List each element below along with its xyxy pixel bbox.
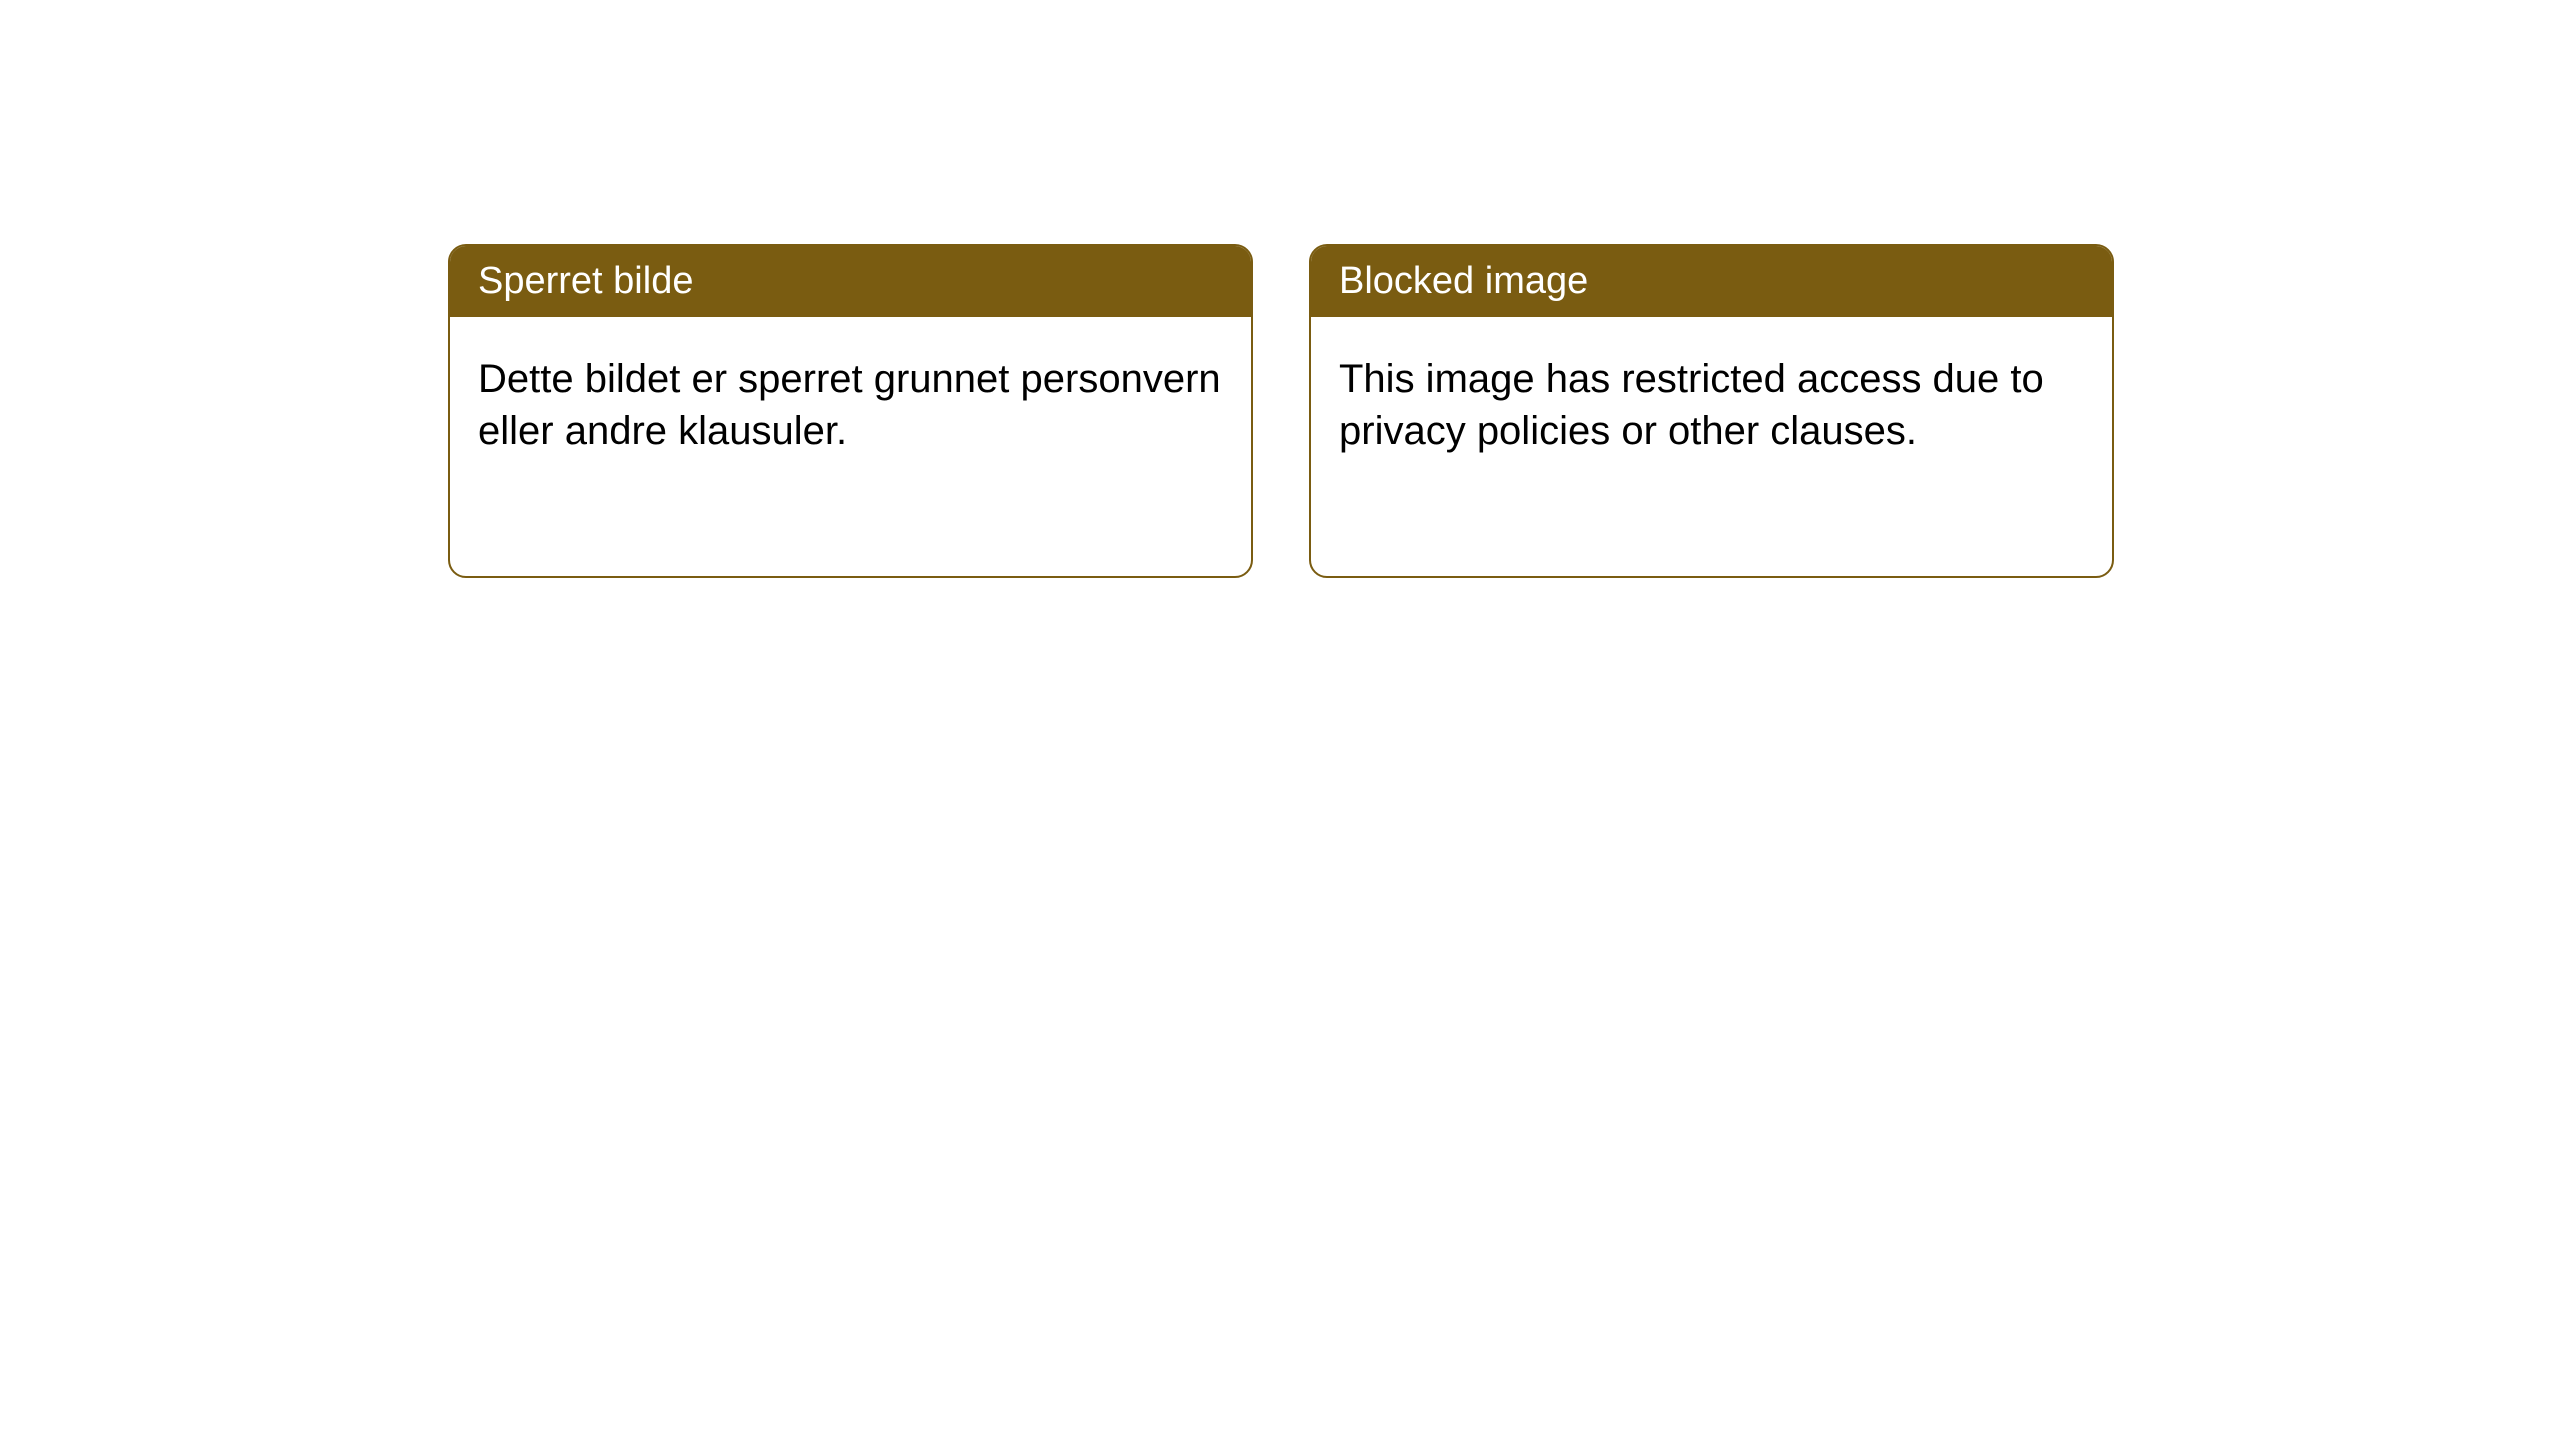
notice-card-norwegian: Sperret bilde Dette bildet er sperret gr… xyxy=(448,244,1253,578)
notice-card-english: Blocked image This image has restricted … xyxy=(1309,244,2114,578)
card-body: Dette bildet er sperret grunnet personve… xyxy=(450,317,1251,493)
card-body: This image has restricted access due to … xyxy=(1311,317,2112,493)
card-header: Sperret bilde xyxy=(450,246,1251,317)
card-header: Blocked image xyxy=(1311,246,2112,317)
notice-container: Sperret bilde Dette bildet er sperret gr… xyxy=(0,0,2560,578)
